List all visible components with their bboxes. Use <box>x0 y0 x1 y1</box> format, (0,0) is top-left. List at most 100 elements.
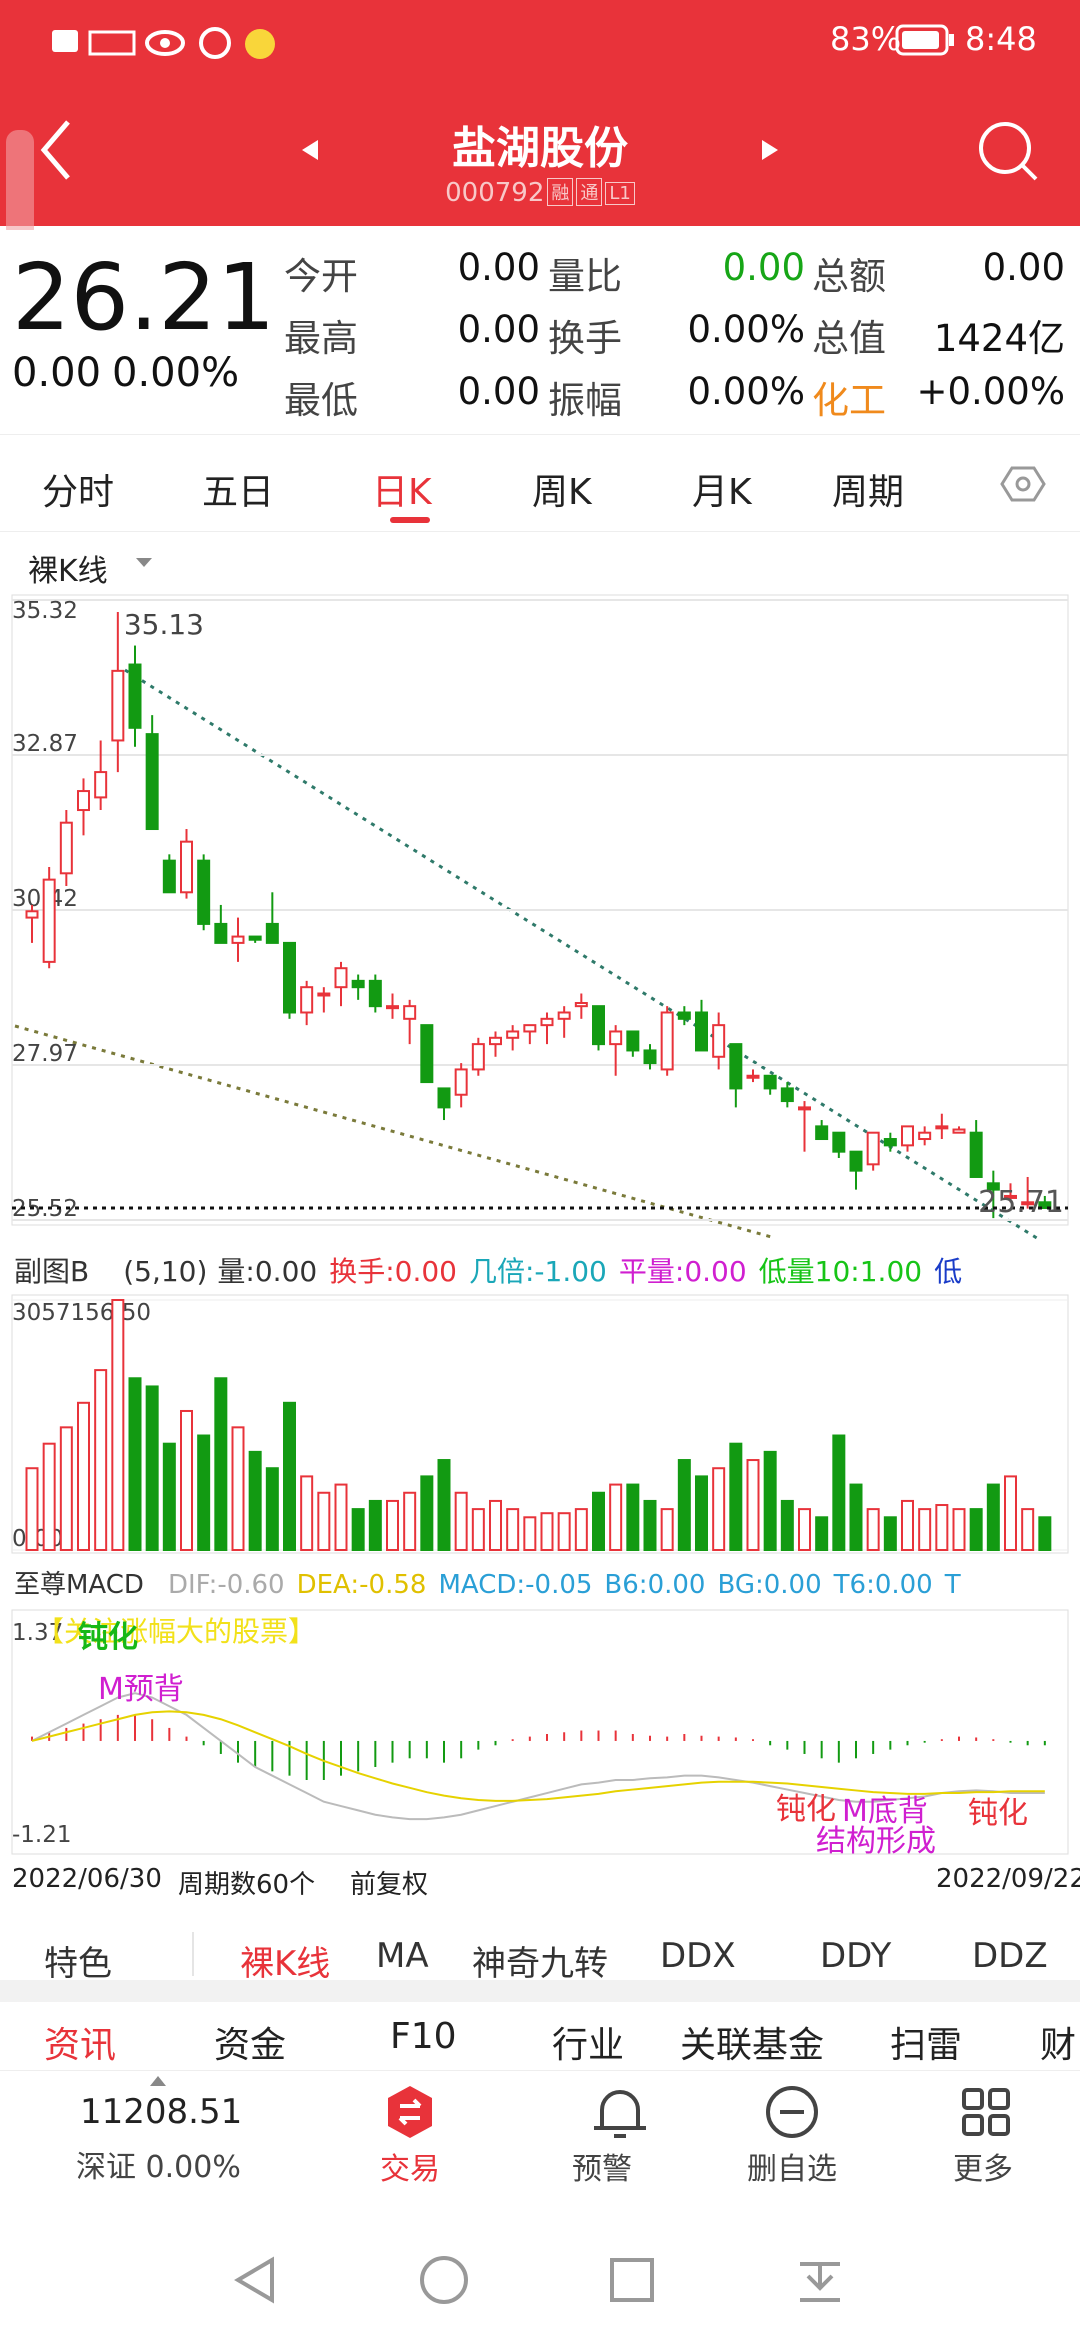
info-tab[interactable]: F10 <box>390 2016 457 2057</box>
candle-body <box>969 1131 983 1178</box>
volume-title[interactable]: 副图B <box>14 1255 90 1288</box>
search-button[interactable] <box>979 122 1031 174</box>
info-tab[interactable]: 行业 <box>552 2025 625 2066</box>
settings-icon[interactable] <box>1000 464 1046 504</box>
indicator-tab[interactable]: DDZ <box>972 1936 1048 1976</box>
candle-body <box>695 1011 708 1052</box>
alert-icon[interactable] <box>594 2090 646 2138</box>
indicator: 低 <box>934 1250 962 1290</box>
candle-body <box>197 859 211 925</box>
volume-bar <box>626 1483 640 1551</box>
quote-value: 0.00% <box>687 370 805 413</box>
volume-bar <box>334 1483 348 1551</box>
nav-item[interactable]: 删自选 <box>747 2152 837 2187</box>
volume-bar <box>660 1508 674 1551</box>
period-tab[interactable]: 日K <box>372 472 432 513</box>
candle-body <box>77 790 90 812</box>
candle-body <box>300 986 314 1014</box>
indicator-tab[interactable]: 特色 <box>44 1944 112 1984</box>
indicator-tab[interactable]: 神奇九转 <box>472 1944 608 1984</box>
volume-bar <box>780 1499 794 1552</box>
next-stock[interactable] <box>762 140 778 160</box>
volume-bar <box>986 1483 1000 1551</box>
candle-body <box>712 1024 726 1058</box>
more-icon[interactable] <box>962 2088 1010 2136</box>
kline-mode[interactable]: 裸K线 <box>28 554 108 589</box>
indicator: 低量10:1.00 <box>759 1250 922 1290</box>
indicator: 换手:0.00 <box>329 1250 457 1290</box>
indicator: 平量:0.00 <box>619 1250 747 1290</box>
volume-params: (5,10) <box>123 1255 208 1288</box>
volume-bar <box>94 1369 108 1551</box>
volume-bar <box>918 1508 932 1551</box>
volume-bar <box>265 1467 279 1552</box>
candle-body <box>557 1011 571 1020</box>
info-tab[interactable]: 资金 <box>214 2025 287 2066</box>
macd-title[interactable]: 至尊MACD <box>14 1570 144 1600</box>
indicator-tab[interactable]: 裸K线 <box>240 1944 331 1984</box>
nav-item[interactable]: 预警 <box>572 2152 632 2187</box>
y-tick-label: 3057156.50 <box>12 1300 151 1326</box>
period-tab[interactable]: 周K <box>532 472 592 513</box>
candle-body <box>111 669 125 742</box>
candle-body <box>231 935 245 944</box>
y-tick-label: 32.87 <box>12 731 78 757</box>
volume-bar <box>832 1434 846 1551</box>
period-tab[interactable]: 分时 <box>42 472 115 513</box>
nav-item[interactable]: 交易 <box>380 2152 440 2187</box>
indicator-label: B6: <box>604 1570 648 1600</box>
quote-label: 振幅 <box>548 379 622 422</box>
index-name[interactable]: 深证 0.00% <box>76 2150 241 2185</box>
period-tab[interactable]: 五日 <box>202 472 275 513</box>
period-tab[interactable]: 月K <box>692 472 752 513</box>
period-tab[interactable]: 周期 <box>832 472 905 513</box>
volume-bar <box>454 1491 468 1551</box>
volume-bar <box>746 1459 760 1551</box>
sys-back[interactable] <box>234 2256 274 2304</box>
volume-bar <box>145 1385 159 1552</box>
remove-icon[interactable] <box>766 2086 818 2138</box>
index-value[interactable]: 11208.51 <box>80 2092 243 2132</box>
candle-body <box>986 1182 1000 1191</box>
volume-bar <box>420 1475 434 1552</box>
indicator-value: -0.05 <box>525 1570 593 1600</box>
sys-menu[interactable] <box>800 2262 840 2302</box>
indicator-label: 低量10: <box>758 1255 860 1288</box>
indicator-tab[interactable]: MA <box>376 1936 429 1976</box>
quote-label: 今开 <box>284 255 358 298</box>
info-tab[interactable]: 财 <box>1040 2025 1077 2066</box>
candle-body <box>780 1087 794 1103</box>
volume-bar <box>677 1459 691 1551</box>
y-tick-label: -1.21 <box>12 1822 72 1848</box>
indicator-label: T <box>944 1570 961 1600</box>
candle-body <box>574 1002 588 1008</box>
indicator-value: 0.00 <box>684 1255 747 1288</box>
quote-value: 0.00 <box>982 246 1065 289</box>
quote-label: 量比 <box>548 255 622 298</box>
nav-item[interactable]: 更多 <box>953 2152 1013 2187</box>
indicator-tab[interactable]: DDX <box>660 1936 736 1976</box>
side-handle[interactable] <box>6 130 34 230</box>
info-tab[interactable]: 关联基金 <box>680 2025 825 2066</box>
stock-code: 000792 <box>445 178 545 208</box>
indicator-label: T6: <box>833 1570 875 1600</box>
info-tab[interactable]: 资讯 <box>44 2025 117 2066</box>
chart: 35.3232.8730.4227.9725.5235.1325.7130571… <box>11 594 1069 1855</box>
volume-bar <box>231 1426 245 1551</box>
prev-stock[interactable] <box>302 140 318 160</box>
candle-body <box>935 1125 949 1130</box>
candle-body <box>883 1138 897 1147</box>
volume-bar <box>368 1499 382 1552</box>
indicator: 几倍:-1.00 <box>469 1250 607 1290</box>
info-tab[interactable]: 扫雷 <box>890 2025 963 2066</box>
volume-bar <box>849 1483 863 1551</box>
back-button[interactable] <box>40 120 70 180</box>
sys-recent[interactable] <box>610 2258 654 2302</box>
trade-icon[interactable] <box>388 2086 432 2138</box>
quote-value: 0.00 <box>457 246 540 289</box>
indicator-tab[interactable]: DDY <box>820 1936 892 1976</box>
indicator-label: 低 <box>934 1255 963 1288</box>
sys-home[interactable] <box>420 2256 468 2304</box>
end-date: 2022/09/22 <box>936 1864 1080 1894</box>
